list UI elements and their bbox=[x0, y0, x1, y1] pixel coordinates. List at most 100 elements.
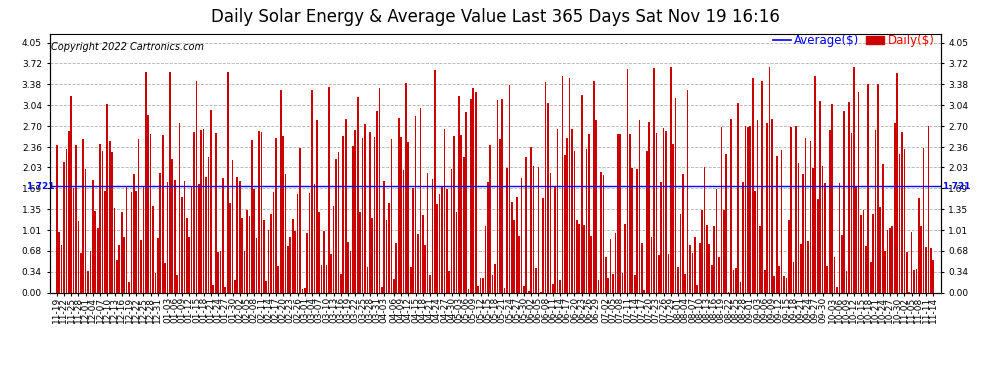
Bar bbox=[564, 155, 565, 292]
Bar bbox=[68, 131, 69, 292]
Bar bbox=[751, 78, 753, 292]
Bar bbox=[408, 141, 409, 292]
Bar bbox=[569, 78, 570, 292]
Bar bbox=[237, 177, 239, 292]
Bar bbox=[494, 264, 496, 292]
Bar bbox=[152, 206, 153, 292]
Bar bbox=[420, 108, 421, 292]
Bar bbox=[364, 124, 366, 292]
Bar bbox=[174, 180, 175, 292]
Bar bbox=[314, 184, 315, 292]
Bar bbox=[549, 173, 551, 292]
Bar bbox=[783, 276, 785, 292]
Bar bbox=[391, 139, 392, 292]
Bar bbox=[255, 238, 257, 292]
Bar bbox=[126, 186, 128, 292]
Bar bbox=[862, 210, 864, 292]
Bar bbox=[865, 246, 866, 292]
Bar bbox=[709, 244, 710, 292]
Bar bbox=[453, 136, 455, 292]
Bar bbox=[111, 152, 113, 292]
Bar bbox=[336, 159, 337, 292]
Bar bbox=[253, 189, 255, 292]
Bar bbox=[879, 207, 881, 292]
Bar bbox=[860, 215, 862, 292]
Bar bbox=[718, 257, 720, 292]
Bar bbox=[595, 120, 597, 292]
Bar bbox=[554, 186, 556, 292]
Bar bbox=[699, 243, 701, 292]
Bar bbox=[470, 99, 472, 292]
Bar bbox=[598, 280, 599, 292]
Bar bbox=[855, 187, 857, 292]
Bar bbox=[311, 90, 313, 292]
Bar bbox=[119, 245, 120, 292]
Bar bbox=[343, 136, 345, 292]
Bar bbox=[696, 285, 698, 292]
Bar bbox=[523, 286, 525, 292]
Bar bbox=[820, 101, 821, 292]
Bar bbox=[617, 134, 619, 292]
Bar bbox=[444, 129, 446, 292]
Bar bbox=[850, 133, 852, 292]
Bar bbox=[759, 226, 760, 292]
Bar bbox=[477, 286, 479, 292]
Bar bbox=[749, 126, 751, 292]
Bar bbox=[843, 111, 845, 292]
Bar bbox=[220, 251, 222, 292]
Bar bbox=[80, 253, 81, 292]
Bar bbox=[662, 128, 664, 292]
Bar bbox=[354, 130, 356, 292]
Bar bbox=[857, 92, 859, 292]
Bar bbox=[333, 206, 335, 292]
Bar bbox=[526, 156, 527, 292]
Bar bbox=[645, 152, 647, 292]
Bar bbox=[393, 279, 395, 292]
Bar bbox=[356, 97, 358, 292]
Bar bbox=[867, 84, 869, 292]
Bar bbox=[448, 271, 450, 292]
Bar bbox=[432, 179, 434, 292]
Bar bbox=[349, 251, 351, 292]
Bar bbox=[930, 248, 932, 292]
Bar bbox=[99, 144, 101, 292]
Bar bbox=[711, 265, 713, 292]
Bar bbox=[588, 134, 590, 292]
Bar bbox=[374, 136, 375, 292]
Bar bbox=[143, 186, 145, 292]
Bar bbox=[603, 175, 604, 292]
Bar bbox=[417, 234, 419, 292]
Bar bbox=[822, 166, 824, 292]
Bar bbox=[287, 246, 289, 292]
Bar bbox=[556, 129, 558, 292]
Bar bbox=[884, 251, 886, 292]
Bar bbox=[802, 174, 804, 292]
Bar bbox=[882, 164, 883, 292]
Bar bbox=[793, 262, 794, 292]
Bar bbox=[561, 76, 563, 292]
Bar bbox=[701, 210, 703, 292]
Bar bbox=[901, 132, 903, 292]
Bar bbox=[632, 168, 634, 292]
Bar bbox=[552, 284, 553, 292]
Bar bbox=[161, 135, 163, 292]
Bar bbox=[637, 169, 638, 292]
Bar bbox=[58, 232, 60, 292]
Bar bbox=[244, 251, 246, 292]
Bar bbox=[492, 275, 493, 292]
Bar bbox=[395, 243, 397, 292]
Bar bbox=[87, 271, 89, 292]
Bar bbox=[590, 236, 592, 292]
Bar bbox=[361, 138, 363, 292]
Bar bbox=[159, 173, 161, 292]
Bar bbox=[275, 138, 276, 292]
Bar bbox=[467, 289, 469, 292]
Bar bbox=[338, 152, 340, 292]
Bar bbox=[319, 211, 320, 292]
Bar bbox=[713, 226, 715, 292]
Bar bbox=[102, 151, 103, 292]
Bar bbox=[629, 134, 631, 292]
Bar bbox=[540, 291, 542, 292]
Bar bbox=[499, 140, 501, 292]
Bar bbox=[675, 98, 676, 292]
